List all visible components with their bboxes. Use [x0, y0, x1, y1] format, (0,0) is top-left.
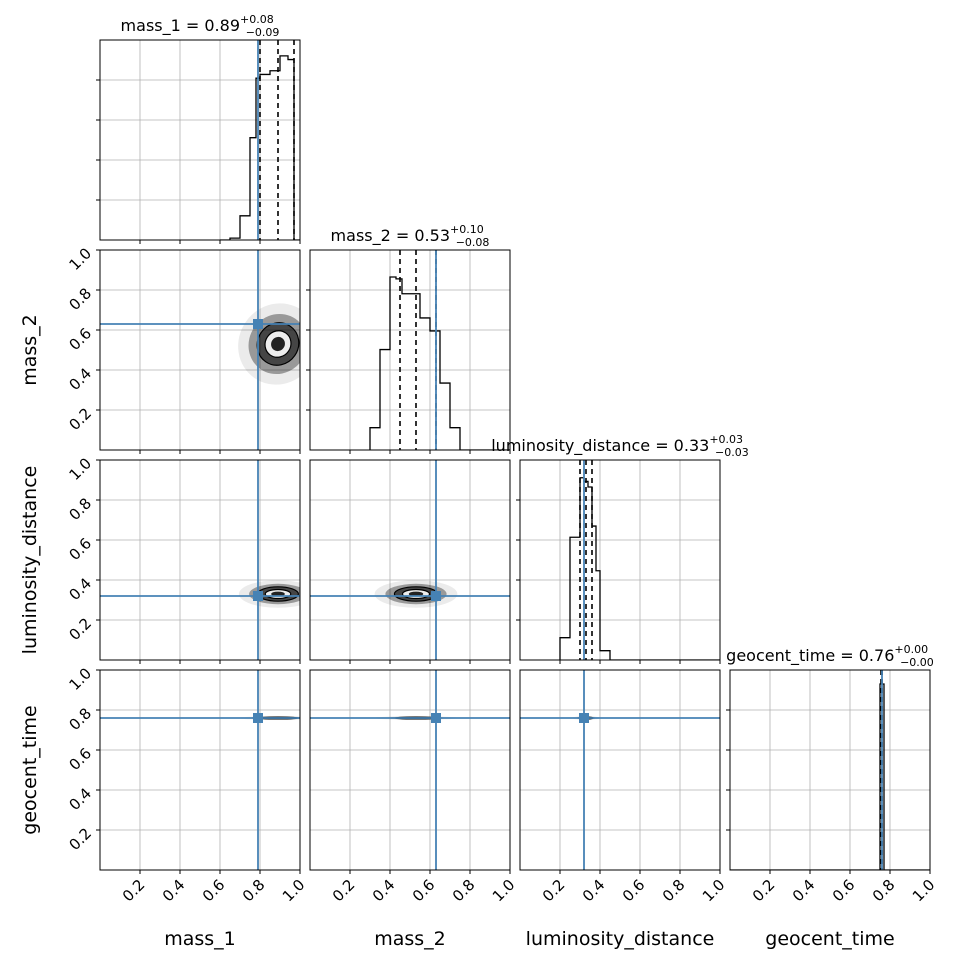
title-sup: +0.10	[450, 223, 484, 236]
y-tick-label: 0.6	[65, 324, 95, 354]
x-tick-label: 0.4	[579, 876, 609, 906]
panel-mass_2-vs-mass_1	[96, 249, 301, 454]
x-axis-label: luminosity_distance	[526, 928, 715, 950]
panel-frame	[99, 459, 301, 661]
x-tick-label: 0.2	[539, 876, 569, 906]
panel-content	[100, 460, 300, 660]
x-tick-label: 0.2	[119, 876, 149, 906]
panel-geocent_time-vs-mass_2	[309, 669, 511, 874]
x-axis-label: mass_2	[374, 928, 446, 950]
y-tick-label: 0.6	[65, 534, 95, 564]
title-main: mass_1 = 0.89	[121, 16, 240, 36]
panel-title: luminosity_distance = 0.33+0.03 −0.03	[491, 433, 749, 459]
y-tick-label: 0.4	[65, 784, 95, 814]
panel-mass_1-vs-mass_1	[96, 39, 301, 244]
x-tick-label: 0.8	[449, 876, 479, 906]
panel-frame	[519, 669, 721, 871]
x-tick-label: 0.2	[329, 876, 359, 906]
density-core	[271, 336, 285, 352]
title-sub: −0.00	[900, 656, 934, 669]
panel-title: mass_2 = 0.53+0.10 −0.08	[331, 223, 490, 249]
y-axis-label: luminosity_distance	[19, 466, 41, 655]
y-tick-label: 0.8	[65, 284, 95, 314]
title-main: luminosity_distance = 0.33	[491, 436, 709, 456]
panel-content	[100, 250, 300, 450]
y-tick-label: 0.2	[65, 614, 95, 644]
panel-mass_2-vs-mass_2	[306, 249, 511, 454]
y-tick-label: 1.0	[65, 454, 95, 484]
y-tick-label: 1.0	[65, 244, 95, 274]
histogram-step	[559, 477, 720, 660]
title-sub: −0.08	[456, 236, 490, 249]
panel-frame	[99, 249, 301, 451]
panel-frame	[519, 459, 721, 661]
x-tick-label: 0.4	[159, 876, 189, 906]
y-axis-label: geocent_time	[19, 705, 41, 834]
panel-content	[100, 670, 300, 870]
x-axis-label: mass_1	[164, 928, 236, 950]
truth-marker	[579, 713, 589, 723]
y-tick-label: 0.2	[65, 404, 95, 434]
x-tick-label: 1.0	[699, 876, 729, 906]
panel-luminosity_distance-vs-luminosity_distance	[516, 459, 721, 664]
panel-frame	[99, 669, 301, 871]
title-main: geocent_time = 0.76	[726, 646, 894, 666]
title-sup: +0.00	[894, 643, 928, 656]
x-tick-label: 1.0	[489, 876, 519, 906]
panel-geocent_time-vs-mass_1	[96, 669, 301, 874]
panel-content	[220, 40, 300, 240]
title-main: mass_2 = 0.53	[331, 226, 450, 246]
y-tick-label: 0.8	[65, 494, 95, 524]
y-tick-label: 0.4	[65, 574, 95, 604]
panel-content	[520, 670, 720, 870]
title-sup: +0.08	[240, 13, 274, 26]
x-tick-label: 0.6	[199, 876, 229, 906]
panel-content	[559, 460, 720, 660]
x-tick-label: 0.4	[789, 876, 819, 906]
title-sup: +0.03	[709, 433, 743, 446]
y-tick-label: 0.4	[65, 364, 95, 394]
y-tick-label: 1.0	[65, 664, 95, 694]
x-tick-label: 0.8	[239, 876, 269, 906]
truth-marker	[253, 713, 263, 723]
panel-geocent_time-vs-geocent_time	[726, 669, 931, 874]
x-tick-label: 0.6	[409, 876, 439, 906]
panel-title: geocent_time = 0.76+0.00 −0.00	[726, 643, 934, 669]
truth-marker	[431, 591, 441, 601]
panel-content	[730, 670, 930, 870]
panel-frame	[99, 39, 301, 241]
x-tick-label: 0.8	[659, 876, 689, 906]
truth-marker	[431, 713, 441, 723]
x-tick-label: 0.2	[749, 876, 779, 906]
panel-frame	[729, 669, 931, 871]
x-tick-label: 0.6	[619, 876, 649, 906]
y-tick-label: 0.8	[65, 704, 95, 734]
panel-luminosity_distance-vs-mass_1	[96, 459, 301, 664]
x-tick-label: 0.4	[369, 876, 399, 906]
truth-marker	[253, 319, 263, 329]
panel-luminosity_distance-vs-mass_2	[309, 459, 511, 664]
y-tick-label: 0.2	[65, 824, 95, 854]
panel-frame	[309, 459, 511, 661]
x-tick-label: 1.0	[279, 876, 309, 906]
panel-frame	[309, 669, 511, 871]
histogram-step	[369, 276, 510, 450]
truth-marker	[253, 591, 263, 601]
title-sub: −0.09	[246, 26, 280, 39]
panel-content	[310, 460, 510, 660]
title-sub: −0.03	[715, 446, 749, 459]
x-tick-label: 0.8	[869, 876, 899, 906]
panel-frame	[309, 249, 511, 451]
panel-content	[369, 250, 510, 450]
x-tick-label: 0.6	[829, 876, 859, 906]
y-tick-label: 0.6	[65, 744, 95, 774]
panel-geocent_time-vs-luminosity_distance	[519, 669, 721, 874]
x-axis-label: geocent_time	[765, 928, 894, 950]
panel-title: mass_1 = 0.89+0.08 −0.09	[121, 13, 280, 39]
y-axis-label: mass_2	[19, 314, 41, 386]
x-tick-label: 1.0	[909, 876, 939, 906]
panel-content	[310, 670, 510, 870]
histogram-step	[730, 683, 930, 870]
